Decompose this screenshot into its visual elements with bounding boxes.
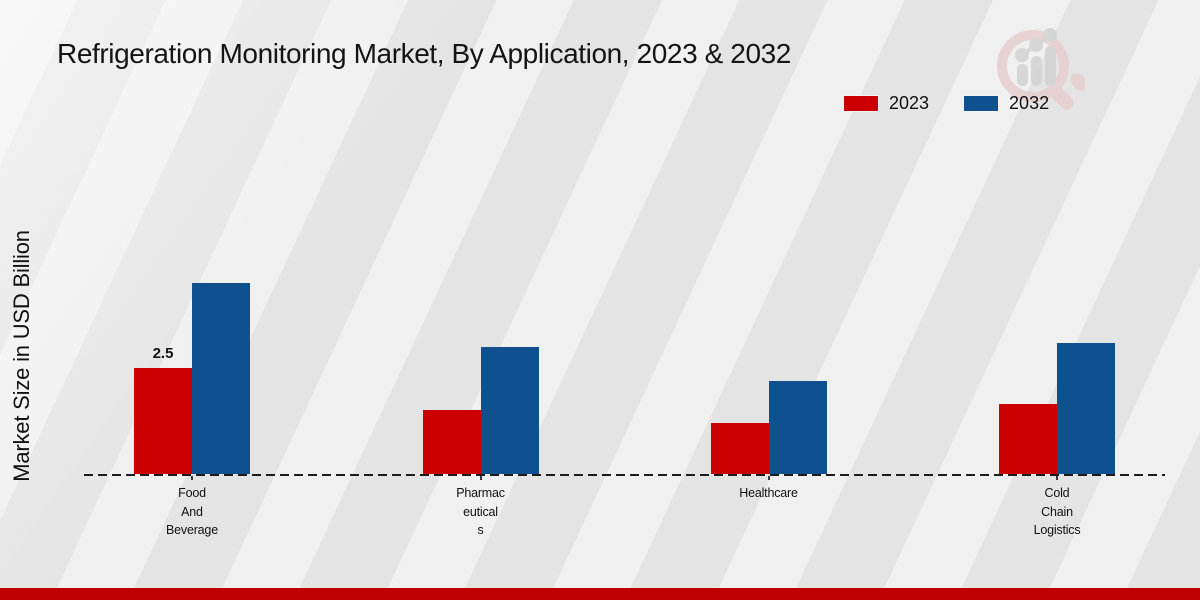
magnifier-bar-chart-icon [997, 28, 1085, 110]
bar-2032-cold-chain-logistics [1057, 343, 1115, 474]
bar-2032-pharmaceuticals [480, 347, 539, 474]
legend-swatch-2023 [843, 95, 879, 112]
bar-2023-cold-chain-logistics [999, 404, 1057, 474]
chart-title: Refrigeration Monitoring Market, By Appl… [57, 38, 791, 69]
x-tick-food-and-beverage [191, 476, 193, 480]
x-tick-label-cold-chain-logistics: Cold Chain Logistics [1033, 486, 1081, 537]
x-tick-label-food-and-beverage: Food And Beverage [166, 486, 218, 537]
bar-value-label: 2.5 [152, 345, 174, 362]
legend-swatch-2032 [963, 95, 1000, 112]
bar-2032-healthcare [768, 381, 827, 474]
legend-label-2023: 2023 [889, 93, 930, 113]
x-tick-label-healthcare: Healthcare [739, 486, 798, 500]
legend-label-2032: 2032 [1009, 93, 1050, 113]
footer-bar [0, 588, 1200, 600]
x-tick-label-pharmaceuticals: Pharmac eutical s [456, 486, 505, 537]
bar-2023-food-and-beverage [134, 368, 192, 474]
x-tick-cold-chain-logistics [1056, 476, 1058, 480]
bar-2023-healthcare [710, 423, 769, 474]
bar-2023-pharmaceuticals [422, 410, 481, 474]
x-tick-healthcare [767, 476, 770, 480]
legend-item-2032: 2032 [963, 93, 1049, 114]
bar-2032-food-and-beverage [192, 283, 250, 474]
x-tick-pharmaceuticals [479, 476, 482, 480]
x-axis-line [84, 474, 1165, 476]
legend-item-2023: 2023 [843, 93, 929, 114]
legend: 2023 2032 [843, 93, 1049, 114]
